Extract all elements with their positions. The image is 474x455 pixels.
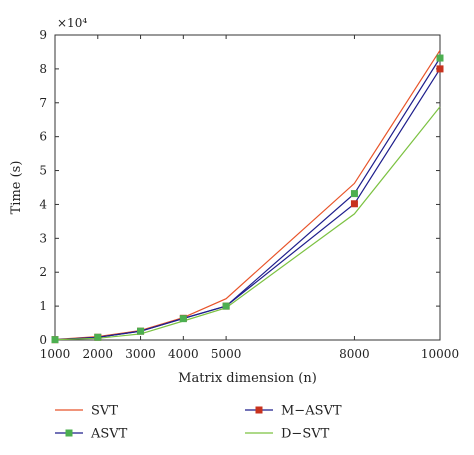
legend-label: M−ASVT <box>281 404 342 419</box>
y-tick-label: 8 <box>39 62 47 76</box>
plot-border <box>54 34 441 341</box>
x-axis-ticks: 1000 2000 3000 4000 5000 8000 10000 <box>40 35 459 361</box>
series-line-asvt <box>54 57 441 341</box>
legend-label: ASVT <box>90 427 128 442</box>
x-tick-label: 3000 <box>125 347 156 361</box>
legend-item: D−SVT <box>245 427 330 442</box>
data-point-asvt <box>350 190 358 198</box>
data-point-asvt <box>222 302 230 310</box>
data-point-asvt <box>137 327 145 335</box>
data-point-m-asvt <box>350 200 358 208</box>
y-tick-label: 1 <box>39 299 47 313</box>
series-line-svt <box>54 49 441 341</box>
data-point-asvt <box>51 336 59 344</box>
series-lines <box>54 49 441 341</box>
series-markers <box>51 54 444 344</box>
y-axis-multiplier: ×10⁴ <box>57 16 87 30</box>
x-tick-label: 8000 <box>339 347 370 361</box>
legend-item: SVT <box>55 404 118 419</box>
data-point-asvt <box>179 315 187 323</box>
series-line-d-svt <box>54 106 441 341</box>
x-tick-label: 10000 <box>421 347 459 361</box>
x-tick-label: 2000 <box>83 347 114 361</box>
x-tick-label: 1000 <box>40 347 71 361</box>
y-tick-label: 0 <box>39 333 47 347</box>
legend-label: SVT <box>91 404 118 419</box>
x-tick-label: 4000 <box>168 347 199 361</box>
y-axis-title: Time (s) <box>9 161 24 215</box>
legend-marker <box>255 406 263 414</box>
series-line-m-asvt <box>54 68 441 341</box>
y-tick-label: 6 <box>39 130 47 144</box>
y-tick-label: 5 <box>39 164 47 178</box>
data-point-asvt <box>436 54 444 62</box>
y-tick-label: 3 <box>39 231 47 245</box>
plot-frame <box>54 34 441 341</box>
data-point-m-asvt <box>436 65 444 73</box>
legend-label: D−SVT <box>281 427 330 442</box>
y-tick-label: 2 <box>39 265 47 279</box>
y-axis-ticks: 0 1 2 3 4 5 6 7 8 9 <box>39 28 440 347</box>
y-tick-label: 7 <box>39 96 47 110</box>
x-axis-title: Matrix dimension (n) <box>178 371 317 386</box>
legend: SVT M−ASVT ASVT D−SVT <box>55 404 342 442</box>
x-tick-label: 5000 <box>211 347 242 361</box>
y-tick-label: 4 <box>39 197 47 211</box>
legend-item: ASVT <box>55 427 128 442</box>
legend-item: M−ASVT <box>245 404 342 419</box>
legend-marker <box>65 429 73 437</box>
y-tick-label: 9 <box>39 28 47 42</box>
data-point-asvt <box>94 333 102 341</box>
